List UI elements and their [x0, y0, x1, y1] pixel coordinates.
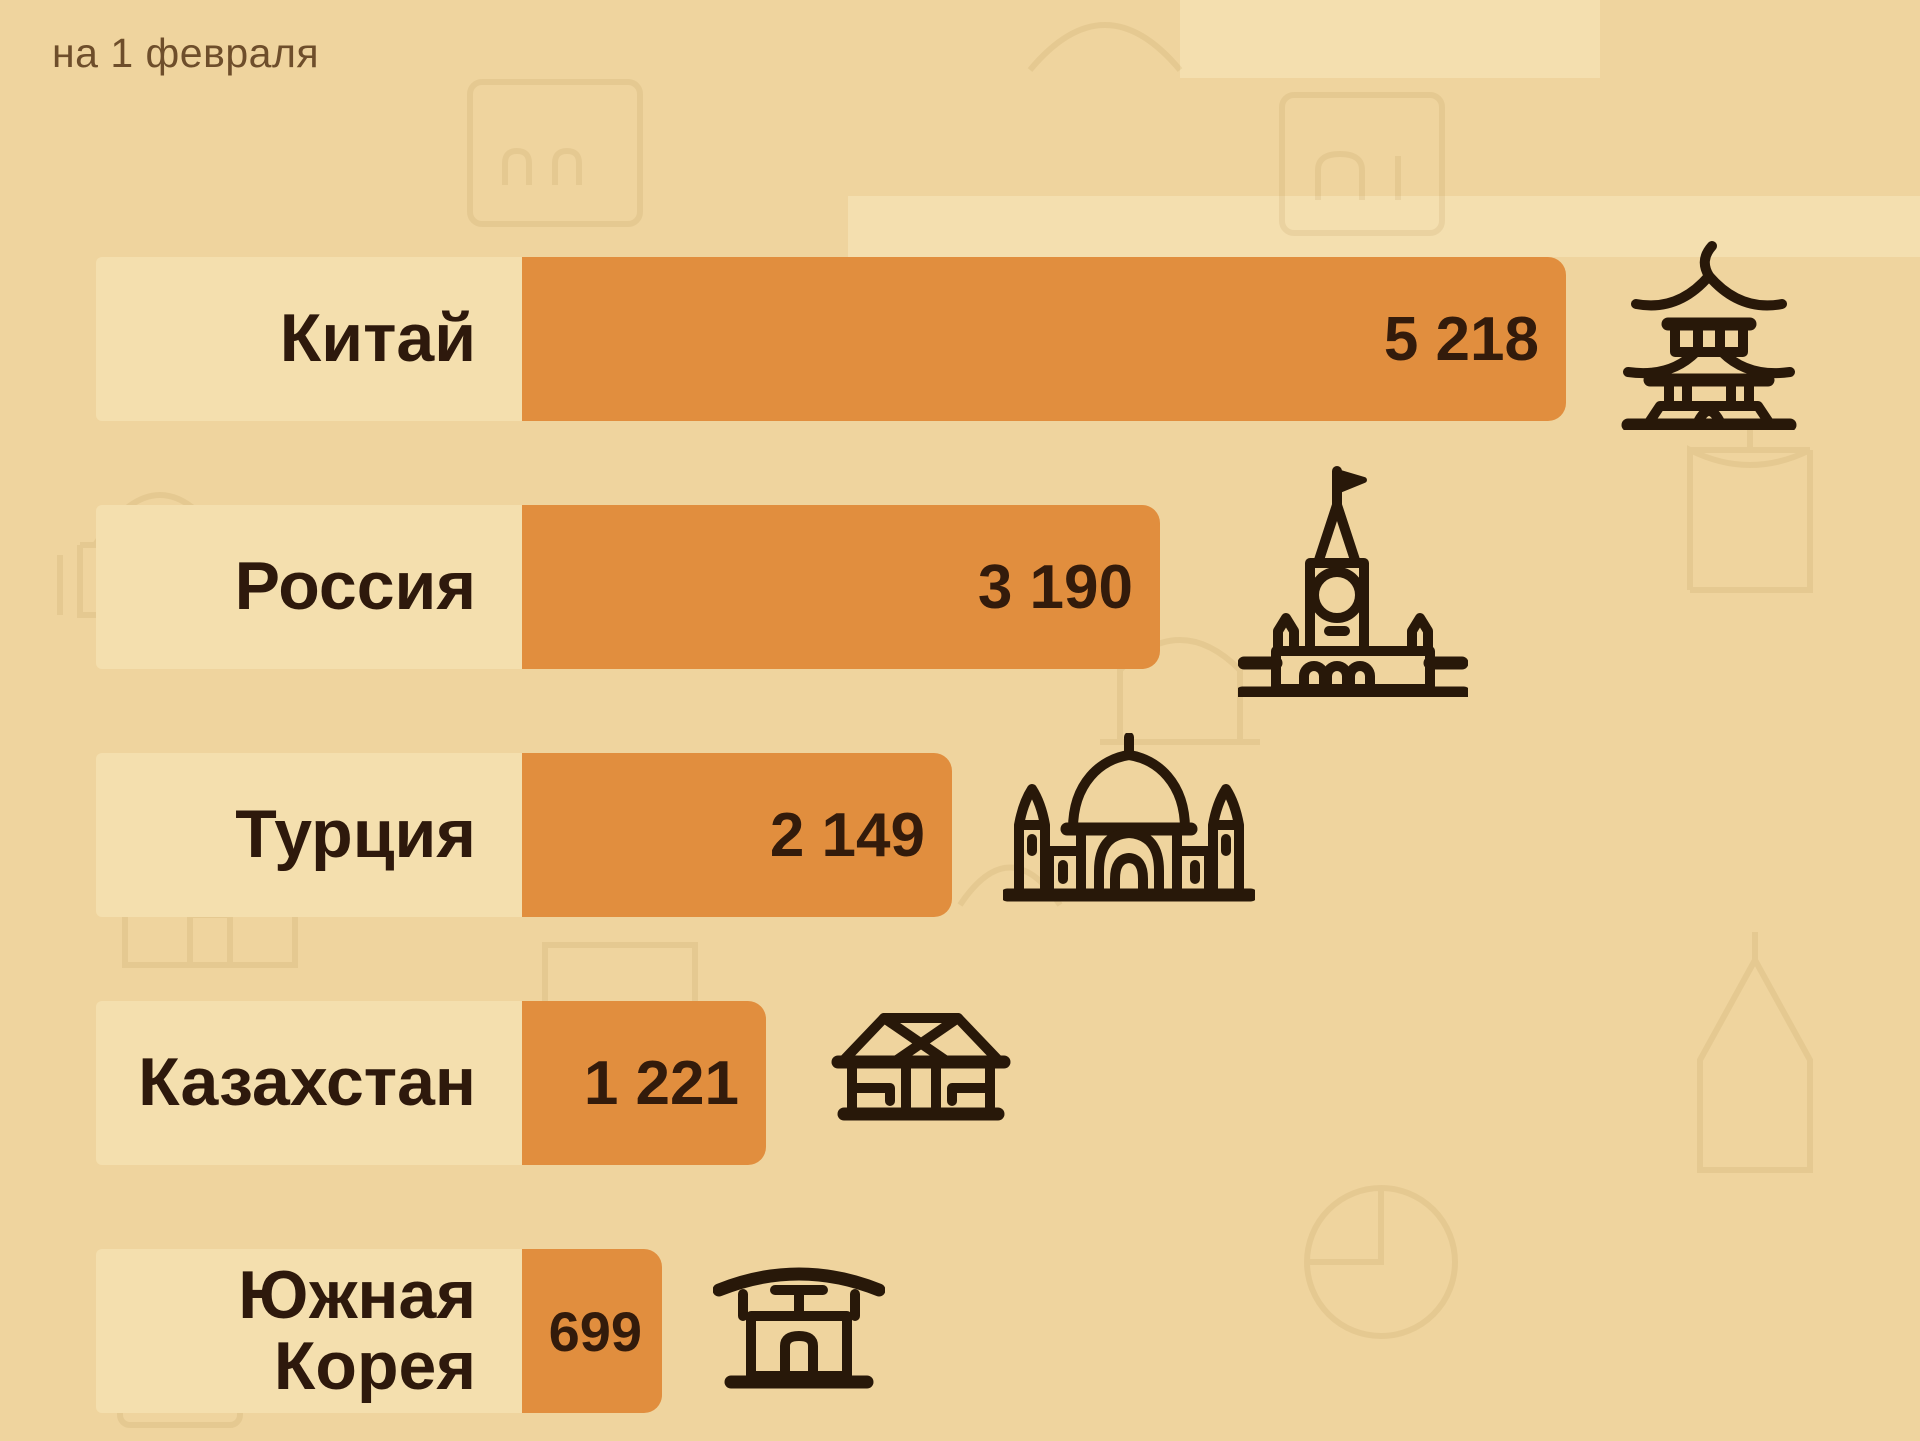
bar-value: 699: [548, 1299, 642, 1363]
bar-value: 1 221: [583, 1048, 739, 1118]
country-label: Китай: [279, 300, 476, 377]
value-bar: 699: [522, 1249, 662, 1413]
bar-row-kazakhstan: Казахстан 1 221: [0, 1001, 1920, 1165]
bar-value: 5 218: [1383, 304, 1539, 374]
value-bar: 5 218: [522, 257, 1566, 421]
label-band: Турция: [96, 753, 522, 917]
label-band: Россия: [96, 505, 522, 669]
country-label: Россия: [234, 548, 476, 625]
bar-row-russia: Россия 3 190: [0, 505, 1920, 669]
bar-value: 3 190: [977, 552, 1133, 622]
label-band: Южная Корея: [96, 1249, 522, 1413]
value-bar: 2 149: [522, 753, 952, 917]
yurt-icon: [830, 998, 1012, 1122]
date-subtitle: на 1 февраля: [52, 30, 320, 76]
bar-row-turkey: Турция 2 149: [0, 753, 1920, 917]
mosque-icon: [1003, 733, 1255, 903]
bar-row-south-korea: Южная Корея 699: [0, 1249, 1920, 1413]
bar-value: 2 149: [769, 800, 925, 870]
label-band: Китай: [96, 257, 522, 421]
value-bar: 3 190: [522, 505, 1160, 669]
kremlin-tower-icon: [1238, 463, 1468, 697]
bar-row-china: Китай 5 218: [0, 257, 1920, 421]
country-label: Южная Корея: [238, 1256, 476, 1404]
pagoda-icon: [1618, 238, 1800, 430]
country-label: Турция: [235, 796, 476, 873]
label-band: Казахстан: [96, 1001, 522, 1165]
value-bar: 1 221: [522, 1001, 766, 1165]
country-label: Казахстан: [138, 1044, 476, 1121]
hanok-icon: [713, 1250, 885, 1394]
